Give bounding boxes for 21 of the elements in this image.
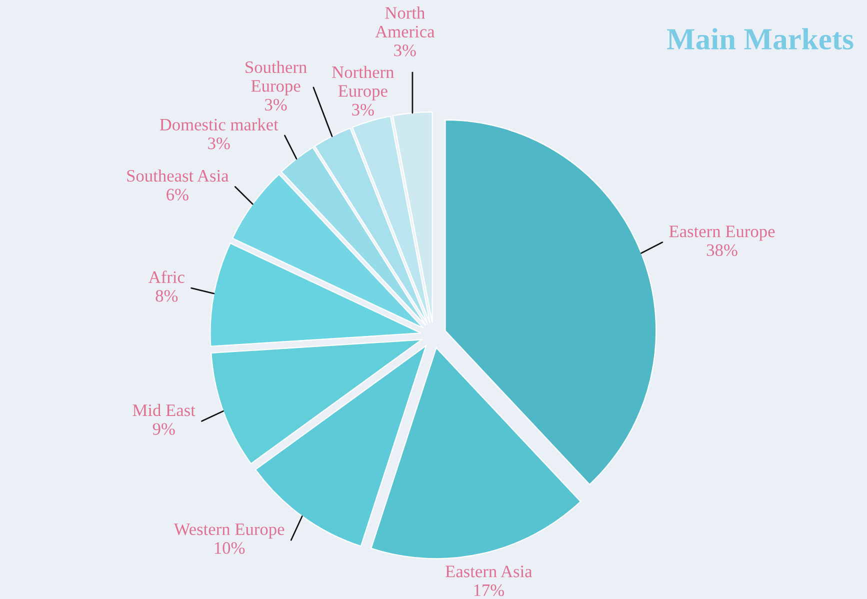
slice-label: Eastern Europe [669, 226, 775, 241]
data-label: 17% [474, 584, 504, 596]
slice-label: Mid East [132, 404, 196, 416]
slice-label: Southeast Asia [127, 169, 229, 182]
slice-label: Southern Europe [246, 60, 307, 96]
data-label: 8% [156, 290, 178, 302]
slice-label: Northern Europe [332, 66, 394, 100]
data-label: 3% [265, 98, 287, 111]
slice-label: Western Europe [174, 524, 284, 539]
slice-label: Domestic market [160, 118, 278, 130]
slice-label: Eastern Asia [446, 566, 532, 578]
slice-label: Afric [148, 270, 184, 283]
data-label: 38% [706, 244, 738, 256]
data-label: 6% [166, 188, 188, 200]
data-label: 3% [208, 138, 230, 150]
data-label: 3% [352, 104, 374, 116]
data-label: 10% [214, 542, 245, 554]
slice-label: North America [375, 6, 435, 38]
text: Main Markets [666, 28, 854, 50]
data-label: 9% [152, 423, 175, 435]
data-label: 3% [394, 44, 416, 56]
